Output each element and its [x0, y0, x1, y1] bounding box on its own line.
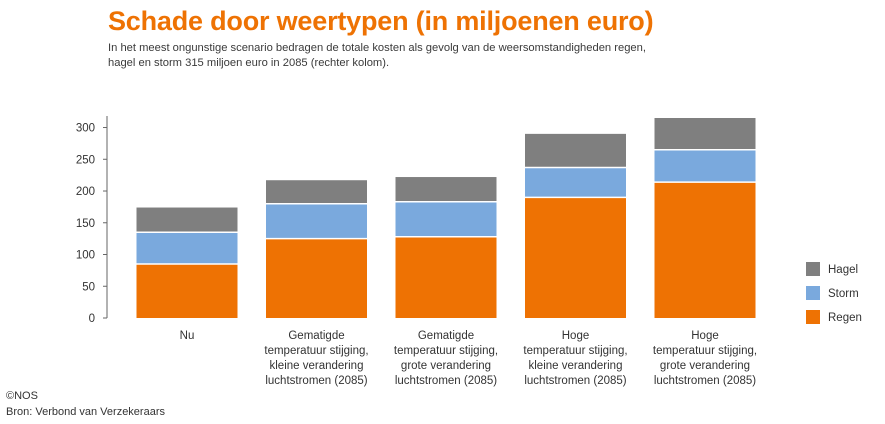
bar-storm [525, 167, 626, 198]
bar-regen [136, 264, 238, 318]
chart-title: Schade door weertypen (in miljoenen euro… [108, 6, 654, 36]
bar-regen [654, 182, 756, 318]
x-category-label: Nu [180, 330, 195, 342]
bar-hagel [654, 118, 756, 150]
bar-storm [654, 149, 756, 183]
legend-swatch-storm [806, 286, 820, 300]
legend-label-storm: Storm [828, 288, 859, 300]
bar-hagel [395, 177, 497, 202]
source-text: Bron: Verbond van Verzekeraars [6, 406, 165, 418]
bar-regen [395, 236, 497, 318]
legend-label-hagel: Hagel [828, 264, 858, 276]
legend-label-regen: Regen [828, 312, 862, 324]
bar-storm [266, 203, 367, 239]
y-tick-label: 250 [76, 154, 95, 166]
y-tick-label: 150 [76, 218, 95, 230]
bar-hagel [136, 207, 238, 233]
bar-hagel [266, 180, 367, 204]
y-tick-label: 300 [76, 123, 95, 135]
y-tick-label: 0 [89, 313, 95, 325]
x-category-label: Gematigde temperatuur stijging, grote vera… [394, 330, 498, 387]
bar-regen [525, 197, 626, 318]
legend-swatch-hagel [806, 262, 820, 276]
bar-hagel [525, 133, 626, 168]
x-category-label: Gematigde temperatuur stijging, kleine ver… [264, 330, 368, 387]
copyright-text: ©NOS [6, 390, 38, 402]
legend-swatch-regen [806, 310, 820, 324]
y-tick-label: 100 [76, 250, 95, 262]
x-category-label: Hoge temperatuur stijging, kleine verander… [523, 330, 627, 387]
y-tick-label: 200 [76, 186, 95, 198]
x-category-label: Hoge temperatuur stijging, grote veranderi… [653, 330, 757, 387]
bar-storm [395, 201, 497, 237]
y-tick-label: 50 [82, 281, 95, 293]
bar-storm [136, 232, 238, 265]
bar-regen [266, 238, 367, 318]
chart-subtitle: In het meest ongunstige scenario bedrage… [108, 42, 646, 69]
